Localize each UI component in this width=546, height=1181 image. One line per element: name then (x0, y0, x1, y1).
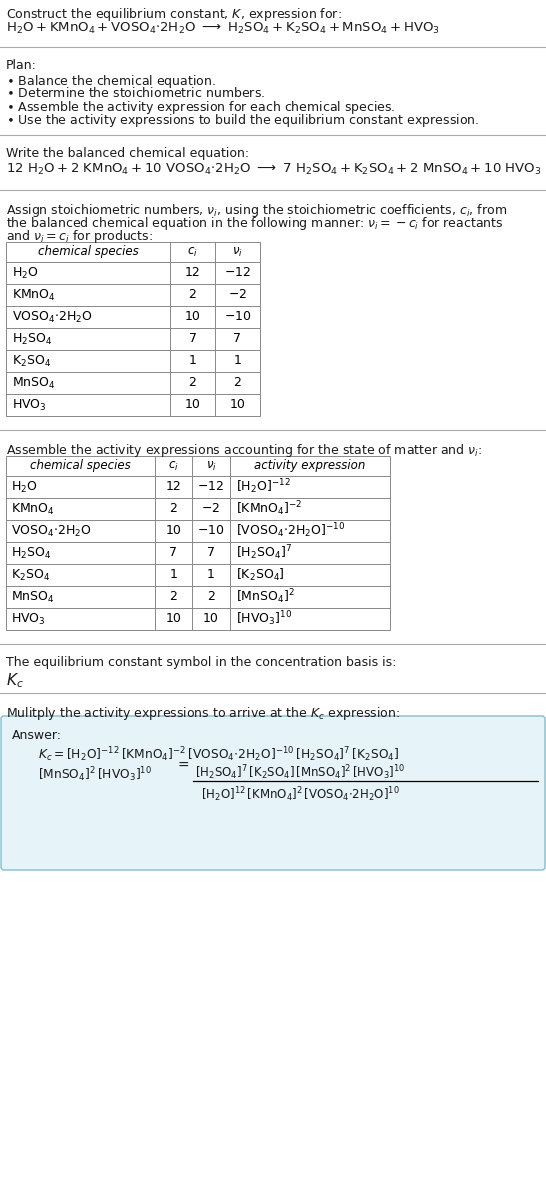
Text: Plan:: Plan: (6, 59, 37, 72)
Text: $[\mathrm{MnSO_4}]^{2}$: $[\mathrm{MnSO_4}]^{2}$ (236, 588, 295, 606)
Text: 7: 7 (169, 547, 177, 560)
Text: 12: 12 (165, 481, 181, 494)
Text: $-10$: $-10$ (197, 524, 225, 537)
Text: the balanced chemical equation in the following manner: $\nu_i = -c_i$ for react: the balanced chemical equation in the fo… (6, 215, 503, 231)
Text: $\mathrm{H_2O}$: $\mathrm{H_2O}$ (12, 266, 39, 281)
Text: $-12$: $-12$ (198, 481, 224, 494)
Text: 10: 10 (185, 311, 200, 324)
Text: 10: 10 (203, 613, 219, 626)
Text: 7: 7 (207, 547, 215, 560)
Text: 1: 1 (234, 354, 241, 367)
Text: activity expression: activity expression (254, 459, 366, 472)
Text: $[\mathrm{KMnO_4}]^{-2}$: $[\mathrm{KMnO_4}]^{-2}$ (236, 500, 302, 518)
Text: Mulitply the activity expressions to arrive at the $K_c$ expression:: Mulitply the activity expressions to arr… (6, 705, 400, 722)
Text: $K_c = [\mathrm{H_2O}]^{-12}\,[\mathrm{KMnO_4}]^{-2}\,[\mathrm{VOSO_4{\cdot}2H_2: $K_c = [\mathrm{H_2O}]^{-12}\,[\mathrm{K… (38, 745, 400, 764)
Text: Write the balanced chemical equation:: Write the balanced chemical equation: (6, 146, 249, 159)
Text: $\bullet$ Assemble the activity expression for each chemical species.: $\bullet$ Assemble the activity expressi… (6, 99, 395, 116)
Text: $=$: $=$ (175, 757, 190, 771)
Text: $\nu_i$: $\nu_i$ (206, 459, 216, 472)
Text: $[\mathrm{H_2O}]^{-12}$: $[\mathrm{H_2O}]^{-12}$ (236, 477, 290, 496)
Text: $\mathrm{VOSO_4{\cdot}2H_2O}$: $\mathrm{VOSO_4{\cdot}2H_2O}$ (12, 309, 93, 325)
Text: $\mathrm{H_2SO_4}$: $\mathrm{H_2SO_4}$ (11, 546, 51, 561)
Text: 2: 2 (234, 377, 241, 390)
Bar (6, 456, 390, 629)
FancyBboxPatch shape (1, 716, 545, 870)
Text: $c_i$: $c_i$ (168, 459, 179, 472)
Text: $[\mathrm{H_2O}]^{12}\,[\mathrm{KMnO_4}]^{2}\,[\mathrm{VOSO_4{\cdot}2H_2O}]^{10}: $[\mathrm{H_2O}]^{12}\,[\mathrm{KMnO_4}]… (201, 785, 400, 804)
Text: $\mathrm{HVO_3}$: $\mathrm{HVO_3}$ (11, 612, 46, 627)
Text: 2: 2 (170, 590, 177, 603)
Text: $\mathrm{K_2SO_4}$: $\mathrm{K_2SO_4}$ (11, 567, 50, 582)
Text: Assemble the activity expressions accounting for the state of matter and $\nu_i$: Assemble the activity expressions accoun… (6, 442, 482, 459)
Text: 2: 2 (207, 590, 215, 603)
Text: 10: 10 (185, 398, 200, 411)
Text: $-12$: $-12$ (224, 267, 251, 280)
Text: $[\mathrm{HVO_3}]^{10}$: $[\mathrm{HVO_3}]^{10}$ (236, 609, 292, 628)
Text: $\mathrm{HVO_3}$: $\mathrm{HVO_3}$ (12, 398, 47, 412)
Text: $-2$: $-2$ (201, 502, 221, 515)
Text: Assign stoichiometric numbers, $\nu_i$, using the stoichiometric coefficients, $: Assign stoichiometric numbers, $\nu_i$, … (6, 202, 507, 218)
Text: 2: 2 (188, 377, 197, 390)
Text: and $\nu_i = c_i$ for products:: and $\nu_i = c_i$ for products: (6, 228, 153, 244)
Text: chemical species: chemical species (30, 459, 131, 472)
Text: $\mathrm{MnSO_4}$: $\mathrm{MnSO_4}$ (11, 589, 55, 605)
Text: $[\mathrm{H_2SO_4}]^{7}\,[\mathrm{K_2SO_4}]\,[\mathrm{MnSO_4}]^{2}\,[\mathrm{HVO: $[\mathrm{H_2SO_4}]^{7}\,[\mathrm{K_2SO_… (195, 763, 405, 782)
Bar (6, 242, 260, 416)
Text: $\bullet$ Determine the stoichiometric numbers.: $\bullet$ Determine the stoichiometric n… (6, 86, 265, 100)
Text: Answer:: Answer: (12, 729, 62, 742)
Text: $\mathrm{12\ H_2O + 2\ KMnO_4 + 10\ VOSO_4{\cdot}2H_2O}$$\mathrm{\ \longrightarr: $\mathrm{12\ H_2O + 2\ KMnO_4 + 10\ VOSO… (6, 162, 542, 177)
Text: 7: 7 (234, 333, 241, 346)
Text: $\mathrm{VOSO_4{\cdot}2H_2O}$: $\mathrm{VOSO_4{\cdot}2H_2O}$ (11, 523, 92, 539)
Text: 12: 12 (185, 267, 200, 280)
Text: $K_c$: $K_c$ (6, 671, 23, 690)
Text: 2: 2 (170, 502, 177, 515)
Text: 1: 1 (188, 354, 197, 367)
Text: $\mathrm{MnSO_4}$: $\mathrm{MnSO_4}$ (12, 376, 56, 391)
Text: $-2$: $-2$ (228, 288, 247, 301)
Text: $\nu_i$: $\nu_i$ (232, 246, 243, 259)
Text: $\mathrm{H_2O}$: $\mathrm{H_2O}$ (11, 479, 38, 495)
Text: 1: 1 (170, 568, 177, 581)
Text: 10: 10 (165, 524, 181, 537)
Text: $\mathrm{KMnO_4}$: $\mathrm{KMnO_4}$ (11, 502, 55, 516)
Text: $\mathrm{K_2SO_4}$: $\mathrm{K_2SO_4}$ (12, 353, 51, 368)
Text: The equilibrium constant symbol in the concentration basis is:: The equilibrium constant symbol in the c… (6, 655, 396, 668)
Text: 10: 10 (165, 613, 181, 626)
Text: Construct the equilibrium constant, $K$, expression for:: Construct the equilibrium constant, $K$,… (6, 6, 342, 22)
Text: $[\mathrm{MnSO_4}]^{2}\,[\mathrm{HVO_3}]^{10}$: $[\mathrm{MnSO_4}]^{2}\,[\mathrm{HVO_3}]… (38, 765, 152, 784)
Text: $\bullet$ Balance the chemical equation.: $\bullet$ Balance the chemical equation. (6, 73, 216, 90)
Text: $\bullet$ Use the activity expressions to build the equilibrium constant express: $\bullet$ Use the activity expressions t… (6, 112, 479, 129)
Text: $\mathrm{H_2SO_4}$: $\mathrm{H_2SO_4}$ (12, 332, 52, 346)
Text: 7: 7 (188, 333, 197, 346)
Text: chemical species: chemical species (38, 246, 138, 259)
Text: $\mathrm{H_2O + KMnO_4 + VOSO_4{\cdot}2H_2O}$$\mathrm{\ \longrightarrow\ H_2SO_4: $\mathrm{H_2O + KMnO_4 + VOSO_4{\cdot}2H… (6, 21, 440, 37)
Text: 10: 10 (229, 398, 246, 411)
Text: $\mathrm{KMnO_4}$: $\mathrm{KMnO_4}$ (12, 287, 56, 302)
Text: 1: 1 (207, 568, 215, 581)
Text: 2: 2 (188, 288, 197, 301)
Text: $[\mathrm{VOSO_4{\cdot}2H_2O}]^{-10}$: $[\mathrm{VOSO_4{\cdot}2H_2O}]^{-10}$ (236, 522, 345, 541)
Text: $-10$: $-10$ (224, 311, 251, 324)
Text: $[\mathrm{H_2SO_4}]^{7}$: $[\mathrm{H_2SO_4}]^{7}$ (236, 543, 292, 562)
Text: $c_i$: $c_i$ (187, 246, 198, 259)
Text: $[\mathrm{K_2SO_4}]$: $[\mathrm{K_2SO_4}]$ (236, 567, 284, 583)
